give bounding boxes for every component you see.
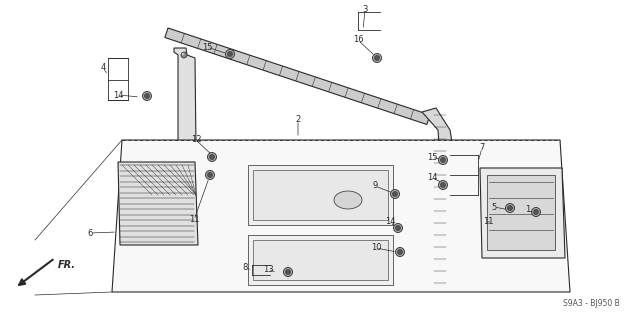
Circle shape [227,51,232,56]
Circle shape [534,210,538,214]
Text: S9A3 - BJ950 B: S9A3 - BJ950 B [563,299,620,308]
Bar [253,240,388,280]
Circle shape [372,54,381,63]
Circle shape [374,56,380,61]
Circle shape [145,93,150,99]
Bar [248,165,393,225]
Circle shape [508,205,513,211]
Circle shape [225,49,234,58]
Text: 1: 1 [525,205,531,214]
Circle shape [181,52,187,58]
Polygon shape [165,28,430,124]
Polygon shape [118,162,198,245]
Circle shape [438,181,447,189]
Bar [248,235,393,285]
Bar [487,175,555,250]
Circle shape [284,268,292,277]
Circle shape [392,191,397,197]
Polygon shape [480,168,565,258]
Text: 2: 2 [296,115,301,124]
Circle shape [182,53,184,55]
Text: 5: 5 [492,203,497,211]
Polygon shape [422,108,455,290]
Text: 4: 4 [100,63,106,72]
Circle shape [205,170,214,180]
Text: 14: 14 [113,91,124,100]
Polygon shape [172,48,196,162]
Polygon shape [112,140,570,292]
Text: 3: 3 [362,5,368,14]
Circle shape [397,249,403,255]
Text: 10: 10 [371,243,381,253]
Text: FR.: FR. [58,260,76,270]
Text: 13: 13 [262,265,273,275]
Text: 8: 8 [243,263,248,272]
Circle shape [209,154,214,160]
Text: 15: 15 [427,152,437,161]
Circle shape [285,270,291,275]
Circle shape [440,182,445,188]
Circle shape [396,248,404,256]
Circle shape [440,158,445,162]
Text: 12: 12 [191,136,201,145]
Text: 15: 15 [202,42,212,51]
Circle shape [394,224,403,233]
Circle shape [143,92,152,100]
Text: 14: 14 [427,174,437,182]
Text: 7: 7 [479,144,484,152]
Circle shape [207,152,216,161]
Circle shape [531,207,541,217]
Text: 11: 11 [189,216,199,225]
Circle shape [396,226,401,231]
Circle shape [438,155,447,165]
Text: 11: 11 [483,218,493,226]
Text: 9: 9 [372,182,378,190]
Circle shape [390,189,399,198]
Text: 6: 6 [87,228,93,238]
Bar [253,170,388,220]
Circle shape [506,204,515,212]
Text: 14: 14 [385,218,396,226]
Text: 16: 16 [353,35,364,44]
Circle shape [207,173,212,177]
Ellipse shape [334,191,362,209]
